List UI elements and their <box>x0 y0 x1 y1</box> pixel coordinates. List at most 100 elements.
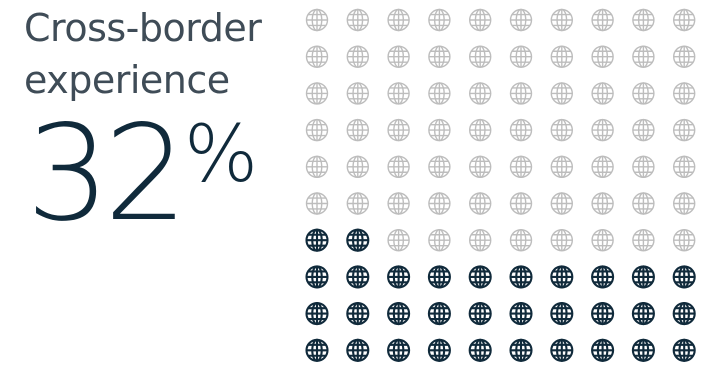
globe-icon-muted <box>346 8 369 32</box>
globe-icon-highlighted <box>591 302 615 326</box>
globe-icon-muted <box>591 228 614 252</box>
globe-icon-muted <box>550 118 573 142</box>
globe-icon-muted <box>673 82 696 105</box>
globe-icon-highlighted <box>346 302 370 326</box>
globe-icon-muted <box>346 118 369 142</box>
globe-icon-muted <box>428 8 451 32</box>
globe-icon-muted <box>632 228 655 252</box>
globe-icon-muted <box>632 155 655 179</box>
globe-icon-muted <box>305 82 329 105</box>
globe-icon-muted <box>305 45 329 68</box>
stat-number: 32 <box>26 97 188 251</box>
globe-icon-muted <box>469 45 492 68</box>
globe-icon-highlighted <box>631 302 655 326</box>
globe-icon-muted <box>509 228 533 252</box>
globe-icon-highlighted <box>509 265 533 289</box>
globe-icon-highlighted <box>305 302 329 326</box>
globe-icon-muted <box>305 8 329 32</box>
globe-icon-highlighted <box>631 265 655 289</box>
globe-icon-highlighted <box>591 265 615 289</box>
globe-icon-muted <box>346 82 369 105</box>
globe-icon-muted <box>550 82 573 105</box>
globe-icon-muted <box>305 155 329 179</box>
globe-icon-muted <box>550 192 573 215</box>
globe-icon-highlighted <box>427 302 451 326</box>
globe-icon-highlighted <box>427 338 451 362</box>
stat-title: Cross-border experience <box>24 6 262 102</box>
globe-icon-muted <box>469 192 492 215</box>
globe-icon-muted <box>509 45 533 68</box>
globe-icon-muted <box>469 228 492 252</box>
globe-icon-muted <box>387 228 410 252</box>
globe-icon-muted <box>428 228 451 252</box>
globe-icon-muted <box>509 155 533 179</box>
globe-icon-muted <box>632 82 655 105</box>
globe-icon-muted <box>673 228 696 252</box>
globe-icon-highlighted <box>672 338 696 362</box>
globe-icon-muted <box>469 155 492 179</box>
globe-icon-muted <box>346 155 369 179</box>
globe-icon-muted <box>428 82 451 105</box>
globe-icon-muted <box>591 8 614 32</box>
globe-icon-highlighted <box>509 338 533 362</box>
globe-icon-muted <box>550 155 573 179</box>
globe-icon-highlighted <box>305 265 329 289</box>
globe-icon-muted <box>428 45 451 68</box>
globe-icon-muted <box>632 45 655 68</box>
globe-icon-muted <box>591 82 614 105</box>
globe-icon-highlighted <box>346 228 370 252</box>
globe-icon-muted <box>673 192 696 215</box>
globe-icon-muted <box>673 155 696 179</box>
globe-icon-muted <box>673 118 696 142</box>
globe-icon-highlighted <box>346 338 370 362</box>
globe-icon-muted <box>509 82 533 105</box>
globe-icon-highlighted <box>468 302 492 326</box>
globe-icon-muted <box>305 118 329 142</box>
globe-icon-highlighted <box>631 338 655 362</box>
globe-icon-highlighted <box>387 302 411 326</box>
globe-icon-highlighted <box>346 265 370 289</box>
stat-value: 32 % <box>26 104 258 244</box>
globe-icon-muted <box>591 155 614 179</box>
globe-icon-muted <box>469 8 492 32</box>
globe-icon-muted <box>550 228 573 252</box>
globe-icon-muted <box>550 45 573 68</box>
globe-icon-muted <box>387 118 410 142</box>
globe-icon-muted <box>591 118 614 142</box>
globe-icon-muted <box>469 82 492 105</box>
globe-icon-highlighted <box>427 265 451 289</box>
globe-icon-muted <box>428 118 451 142</box>
globe-icon-muted <box>305 192 329 215</box>
globe-icon-muted <box>387 155 410 179</box>
globe-icon-muted <box>387 192 410 215</box>
globe-icon-highlighted <box>550 302 574 326</box>
globe-icon-highlighted <box>468 338 492 362</box>
globe-icon-highlighted <box>550 338 574 362</box>
globe-icon-highlighted <box>550 265 574 289</box>
globe-icon-muted <box>387 82 410 105</box>
globe-icon-muted <box>346 192 369 215</box>
globe-icon-muted <box>509 192 533 215</box>
globe-icon-muted <box>387 45 410 68</box>
globe-icon-muted <box>550 8 573 32</box>
globe-icon-muted <box>509 8 533 32</box>
globe-icon-muted <box>632 8 655 32</box>
globe-icon-highlighted <box>591 338 615 362</box>
globe-icon-highlighted <box>672 265 696 289</box>
globe-icon-muted <box>509 118 533 142</box>
globe-icon-muted <box>428 192 451 215</box>
stat-unit: % <box>183 110 259 200</box>
globe-icon-highlighted <box>509 302 533 326</box>
globe-icon-highlighted <box>468 265 492 289</box>
globe-icon-highlighted <box>305 228 329 252</box>
globe-icon-muted <box>387 8 410 32</box>
globe-icon-muted <box>346 45 369 68</box>
globe-icon-highlighted <box>672 302 696 326</box>
globe-icon-muted <box>591 45 614 68</box>
globe-icon-highlighted <box>305 338 329 362</box>
globe-icon-muted <box>591 192 614 215</box>
globe-icon-muted <box>469 118 492 142</box>
globe-icon-muted <box>673 45 696 68</box>
globe-icon-highlighted <box>387 265 411 289</box>
globe-icon-muted <box>632 118 655 142</box>
